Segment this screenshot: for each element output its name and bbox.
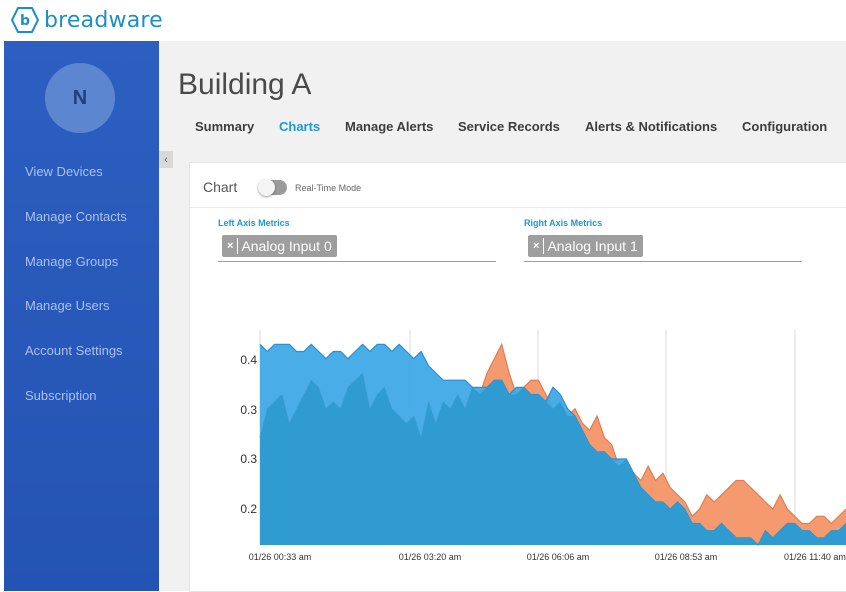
y-tick-label: 0.2: [240, 502, 257, 516]
brand-name: breadware: [44, 7, 163, 33]
y-tick-label: 0.3: [240, 452, 257, 466]
breadware-logo-icon: b: [10, 7, 40, 33]
chip-label: Analog Input 1: [547, 238, 638, 254]
chip-separator: [543, 238, 545, 254]
sidebar: N View Devices Manage Contacts Manage Gr…: [4, 41, 159, 591]
top-bar: b breadware: [0, 0, 846, 41]
x-tick-label: 01/26 03:20 am: [399, 552, 462, 562]
right-axis-metrics-field[interactable]: × Analog Input 1: [524, 235, 802, 262]
tab-service-records[interactable]: Service Records: [458, 119, 560, 134]
chip-separator: [237, 238, 239, 254]
realtime-toggle[interactable]: [258, 179, 287, 196]
tab-alerts-notifications[interactable]: Alerts & Notifications: [585, 119, 718, 134]
metric-chip-right: × Analog Input 1: [528, 235, 643, 257]
divider: [190, 207, 846, 208]
realtime-label: Real-Time Mode: [295, 183, 362, 193]
y-tick-label: 0.4: [240, 353, 257, 367]
overlap-area: [260, 373, 846, 545]
tab-configuration[interactable]: Configuration: [742, 119, 828, 134]
page-title: Building A: [178, 68, 312, 101]
close-icon[interactable]: ×: [227, 240, 234, 252]
x-tick-label: 01/26 00:33 am: [249, 552, 312, 562]
avatar[interactable]: N: [45, 63, 115, 133]
left-axis-metrics-field[interactable]: × Analog Input 0: [218, 235, 496, 262]
card-title: Chart: [203, 179, 238, 195]
tab-summary[interactable]: Summary: [195, 119, 255, 134]
y-tick-label: 0.3: [240, 403, 257, 417]
sidebar-item-manage-contacts[interactable]: Manage Contacts: [25, 209, 127, 224]
brand-logo[interactable]: b breadware: [10, 6, 163, 34]
tab-manage-alerts[interactable]: Manage Alerts: [345, 119, 434, 134]
right-axis-label: Right Axis Metrics: [524, 218, 603, 228]
close-icon[interactable]: ×: [533, 240, 540, 252]
x-tick-label: 01/26 11:40 am: [784, 552, 846, 562]
sidebar-item-manage-users[interactable]: Manage Users: [25, 298, 110, 313]
svg-text:b: b: [20, 13, 30, 29]
tab-charts[interactable]: Charts: [279, 119, 321, 134]
chevron-left-icon[interactable]: ‹: [159, 151, 173, 168]
x-tick-label: 01/26 08:53 am: [655, 552, 718, 562]
sidebar-item-account-settings[interactable]: Account Settings: [25, 343, 123, 358]
sidebar-item-manage-groups[interactable]: Manage Groups: [25, 254, 119, 269]
left-axis-label: Left Axis Metrics: [218, 218, 290, 228]
sidebar-item-view-devices[interactable]: View Devices: [25, 164, 103, 179]
x-tick-label: 01/26 06:06 am: [527, 552, 590, 562]
metric-chip-left: × Analog Input 0: [222, 235, 337, 257]
chip-label: Analog Input 0: [241, 238, 332, 254]
sidebar-item-subscription[interactable]: Subscription: [25, 388, 97, 403]
